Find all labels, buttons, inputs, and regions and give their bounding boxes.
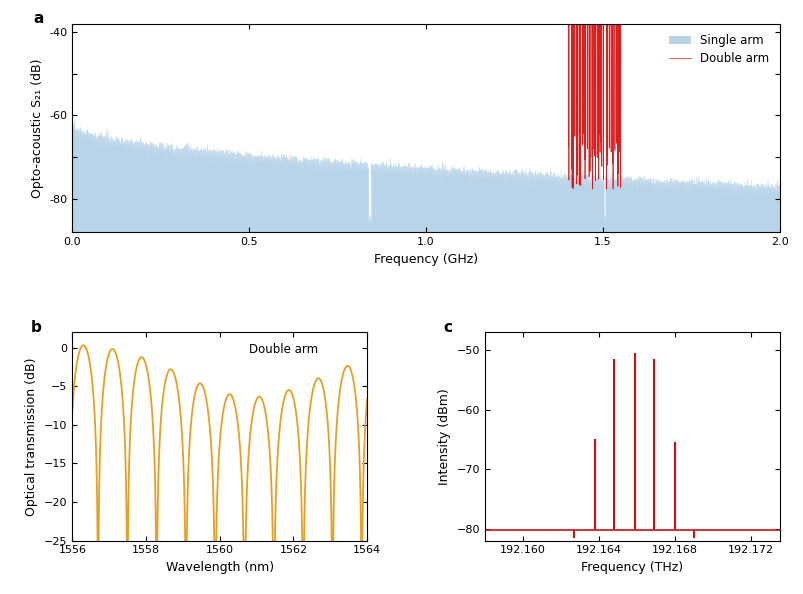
Text: Double arm: Double arm	[249, 343, 318, 356]
Y-axis label: Opto-acoustic S₂₁ (dB): Opto-acoustic S₂₁ (dB)	[31, 58, 44, 198]
X-axis label: Wavelength (nm): Wavelength (nm)	[165, 561, 274, 574]
Text: a: a	[34, 11, 44, 26]
Double arm	[601, 186, 610, 193]
Y-axis label: Intensity (dBm): Intensity (dBm)	[438, 388, 450, 485]
Y-axis label: Optical transmission (dB): Optical transmission (dB)	[26, 357, 39, 516]
Text: c: c	[443, 320, 452, 334]
X-axis label: Frequency (GHz): Frequency (GHz)	[373, 252, 478, 266]
Line: Double arm: Double arm	[72, 0, 779, 189]
Text: b: b	[31, 320, 42, 334]
X-axis label: Frequency (THz): Frequency (THz)	[581, 561, 683, 574]
Legend: Single arm, Double arm: Single arm, Double arm	[664, 30, 773, 70]
